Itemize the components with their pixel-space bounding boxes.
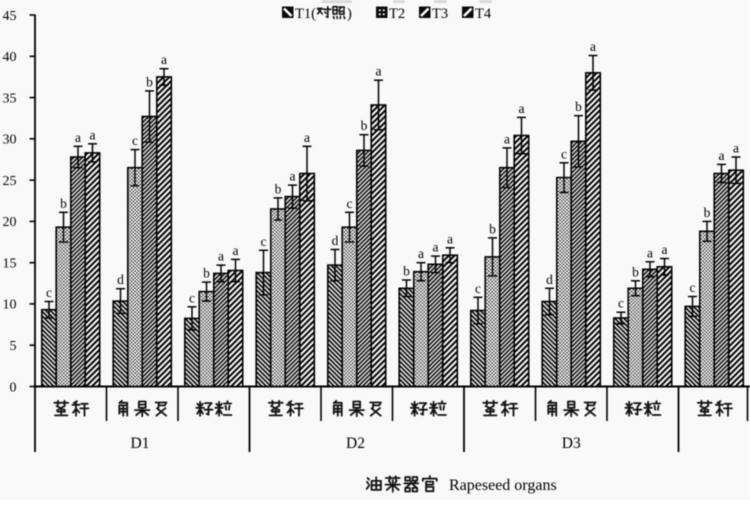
svg-text:c: c: [132, 133, 138, 148]
svg-text:T3: T3: [432, 6, 448, 22]
svg-text:b: b: [146, 74, 153, 89]
svg-text:a: a: [90, 127, 96, 142]
svg-text:10: 10: [3, 298, 17, 313]
svg-text:T1(: T1(: [295, 6, 316, 22]
svg-text:45: 45: [3, 9, 17, 24]
svg-text:b: b: [203, 266, 210, 281]
svg-text:b: b: [575, 99, 582, 114]
svg-text:a: a: [590, 39, 596, 54]
svg-text:a: a: [233, 243, 239, 258]
svg-text:c: c: [561, 146, 567, 161]
svg-text:5: 5: [10, 339, 17, 354]
svg-text:): ): [347, 6, 352, 22]
svg-text:Rapeseed organs: Rapeseed organs: [449, 477, 557, 494]
svg-text:b: b: [403, 264, 410, 279]
svg-text:a: a: [447, 231, 453, 246]
svg-text:b: b: [60, 196, 67, 211]
svg-text:a: a: [218, 249, 224, 264]
svg-text:c: c: [46, 285, 52, 300]
svg-text:T2: T2: [389, 6, 405, 22]
svg-text:c: c: [618, 296, 624, 311]
svg-text:a: a: [304, 130, 310, 145]
svg-text:30: 30: [3, 133, 17, 148]
svg-text:25: 25: [3, 174, 17, 189]
svg-text:a: a: [662, 242, 668, 257]
svg-text:a: a: [290, 169, 296, 184]
svg-text:a: a: [733, 141, 739, 156]
svg-text:a: a: [647, 245, 653, 260]
svg-text:a: a: [719, 148, 725, 163]
svg-text:b: b: [275, 181, 282, 196]
svg-text:b: b: [489, 221, 496, 236]
svg-text:b: b: [632, 264, 639, 279]
svg-text:D3: D3: [562, 435, 581, 452]
svg-text:T4: T4: [475, 6, 492, 22]
svg-text:0: 0: [10, 380, 17, 395]
svg-text:c: c: [347, 196, 353, 211]
svg-text:D2: D2: [346, 435, 365, 452]
svg-text:a: a: [418, 246, 424, 261]
svg-text:c: c: [189, 290, 195, 305]
svg-text:40: 40: [3, 50, 17, 65]
svg-text:D1: D1: [131, 435, 150, 452]
svg-text:a: a: [75, 130, 81, 145]
svg-text:a: a: [161, 52, 167, 67]
svg-text:b: b: [361, 118, 368, 133]
svg-text:b: b: [704, 205, 711, 220]
svg-text:c: c: [261, 234, 267, 249]
svg-text:35: 35: [3, 91, 17, 106]
svg-text:a: a: [433, 240, 439, 255]
svg-text:a: a: [519, 101, 525, 116]
svg-text:a: a: [504, 131, 510, 146]
svg-text:d: d: [332, 233, 339, 248]
svg-text:15: 15: [3, 257, 17, 272]
svg-text:d: d: [546, 272, 553, 287]
svg-text:c: c: [690, 280, 696, 295]
svg-text:20: 20: [3, 215, 17, 230]
svg-text:d: d: [117, 272, 124, 287]
svg-text:c: c: [475, 281, 481, 296]
svg-text:a: a: [376, 64, 382, 79]
